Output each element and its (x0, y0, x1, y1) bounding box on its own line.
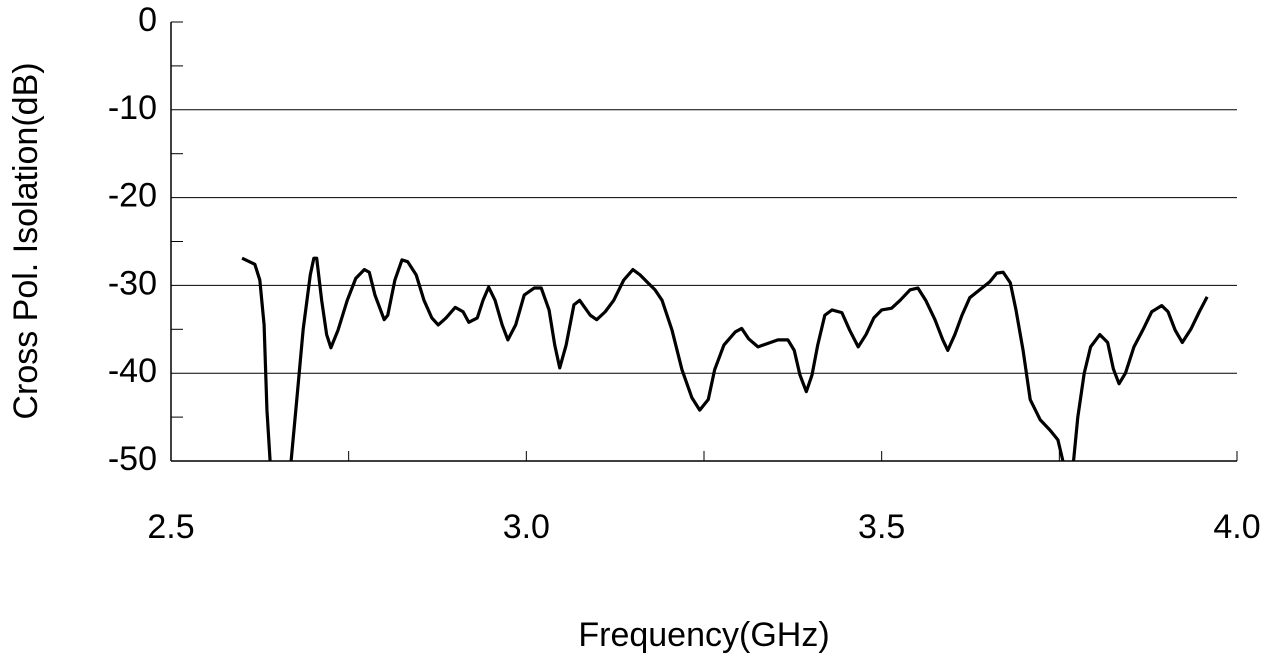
y-tick-label: -10 (108, 89, 157, 127)
data-line (241, 256, 1209, 461)
x-axis-title: Frequency(GHz) (578, 616, 829, 654)
y-tick-label: -30 (108, 264, 157, 302)
x-tick-label: 4.0 (1213, 508, 1260, 546)
x-tick-label: 3.5 (858, 508, 905, 546)
y-axis-title: Cross Pol. Isolation(dB) (7, 62, 45, 419)
x-tick-label: 3.0 (503, 508, 550, 546)
y-tick-label: -50 (108, 440, 157, 478)
y-tick-label: -40 (108, 352, 157, 390)
y-tick-label: -20 (108, 177, 157, 215)
x-tick-label: 2.5 (147, 508, 194, 546)
y-tick-label: 0 (138, 1, 157, 39)
